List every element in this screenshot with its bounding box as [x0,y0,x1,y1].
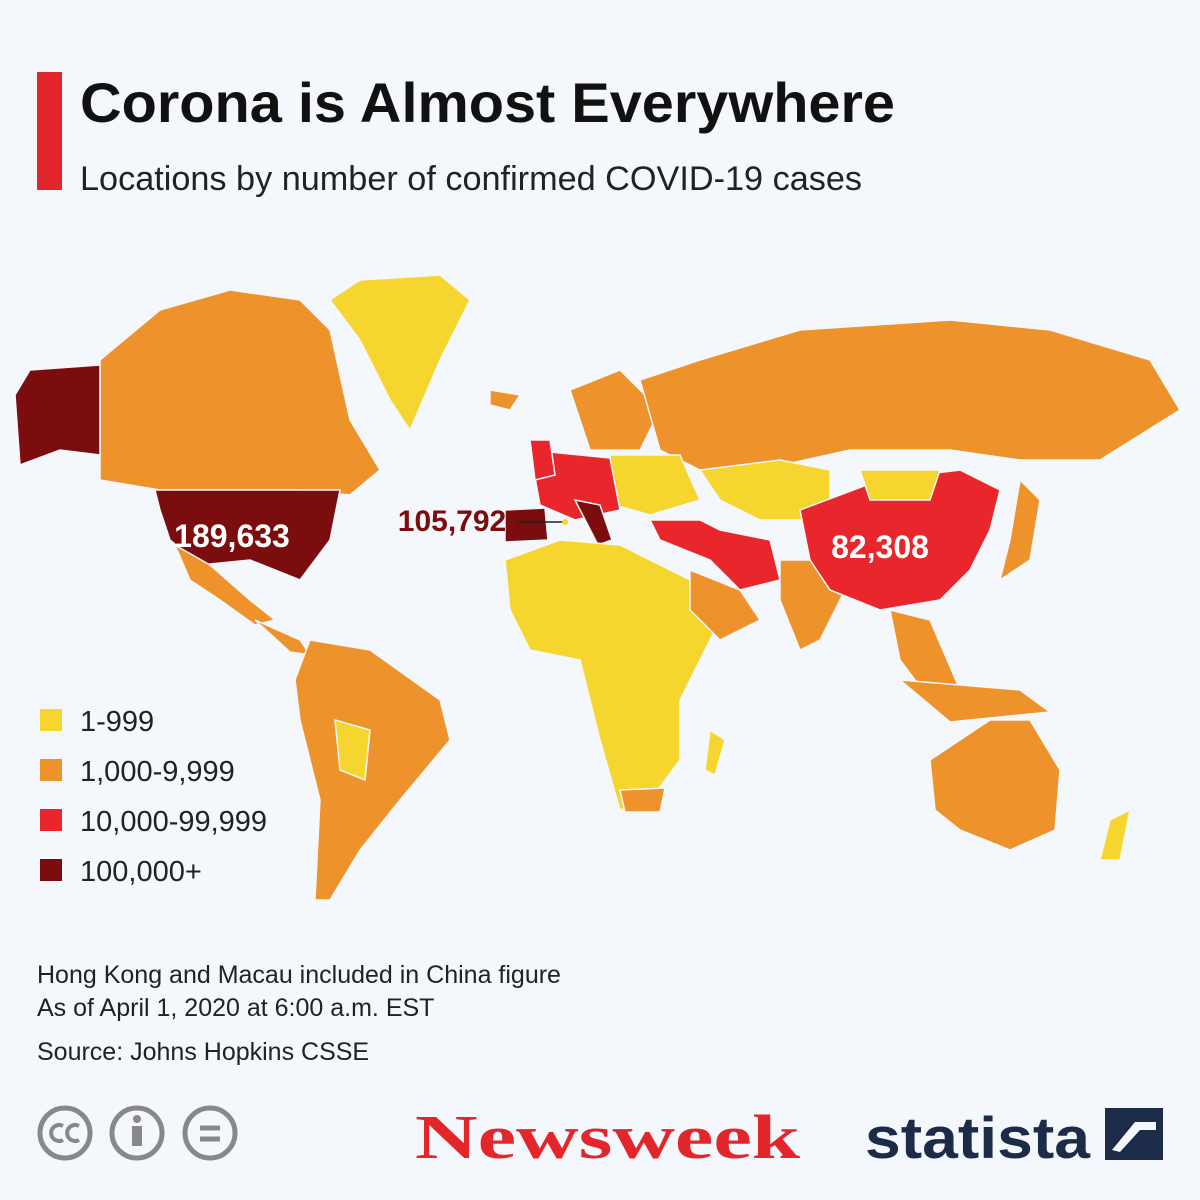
legend-label: 100,000+ [80,856,202,888]
legend-swatch [40,859,62,881]
annotation: 82,308 [831,529,929,565]
nd-icon [182,1105,238,1161]
legend-swatch [40,709,62,731]
annotation: 189,633 [174,518,290,554]
region [897,679,1053,723]
legend-label: 1-999 [80,706,154,738]
annotation: 105,792 [398,505,506,538]
region [14,364,101,467]
region [704,728,726,777]
region [334,718,371,782]
region [328,274,471,432]
world-map [14,274,1182,901]
region [689,568,762,641]
region [173,543,277,626]
note: Hong Kong and Macau included in China fi… [37,961,561,989]
region [619,787,666,813]
legend: 1-999 1,000-9,999 10,000-99,999 100,000+ [40,706,267,888]
region [529,439,556,481]
cc-mark [49,1123,80,1143]
title: Corona is Almost Everywhere [80,71,895,134]
statista-icon-mark [1112,1122,1156,1152]
region [998,478,1041,582]
by-body [132,1126,142,1146]
region [1099,808,1132,861]
legend-label: 1,000-9,999 [80,756,235,788]
legend-label: 10,000-99,999 [80,806,267,838]
statista-logo: statista [865,1106,1091,1171]
cc-icon [37,1105,93,1161]
by-head [133,1115,141,1123]
region [573,498,613,546]
region [858,469,942,501]
region [294,639,451,901]
legend-swatch [40,759,62,781]
accent-bar [37,72,62,190]
by-icon [109,1105,165,1161]
legend-swatch [40,809,62,831]
region [504,507,549,543]
newsweek-logo: Newsweek [415,1104,801,1172]
region [99,289,381,496]
region [504,539,721,811]
region [929,719,1061,851]
subtitle: Locations by number of confirmed COVID-1… [80,160,862,198]
note: As of April 1, 2020 at 6:00 a.m. EST [37,994,434,1022]
leader-dot [562,519,568,525]
region [154,489,341,581]
license-icons [37,1105,238,1161]
region [489,389,522,411]
region [569,369,661,451]
source: Source: Johns Hopkins CSSE [37,1038,369,1066]
